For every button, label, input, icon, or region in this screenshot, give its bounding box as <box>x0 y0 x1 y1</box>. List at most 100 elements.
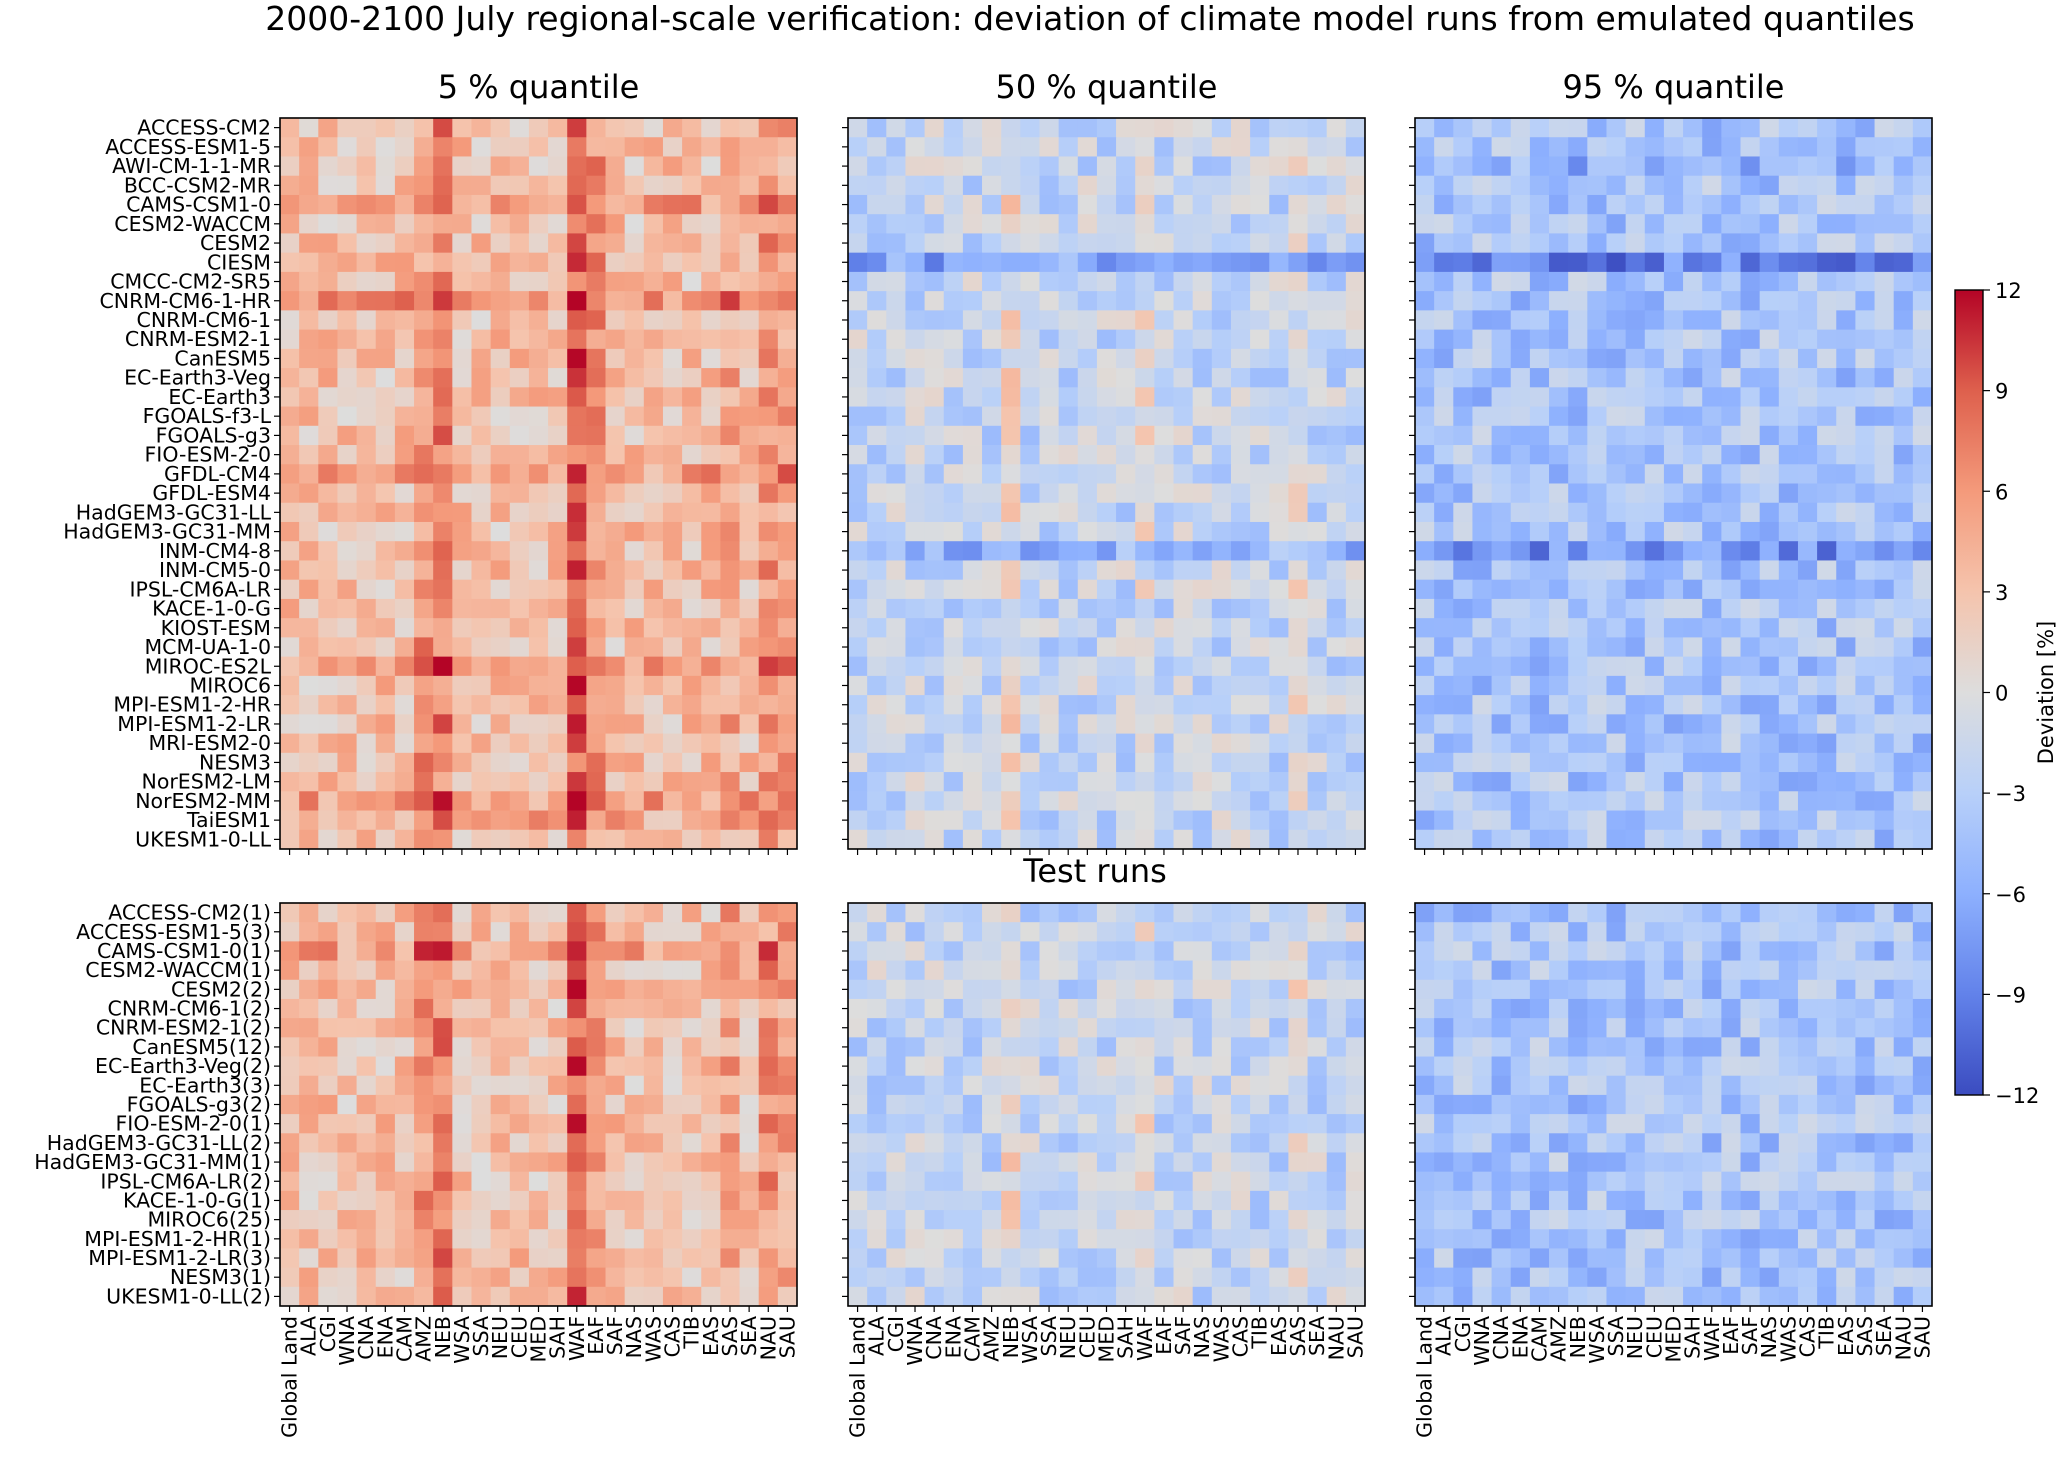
heatmap-cell <box>1721 291 1741 311</box>
heatmap-cell <box>1740 1018 1761 1038</box>
heatmap-cell <box>1288 1018 1308 1038</box>
heatmap-cell <box>982 675 1002 696</box>
heatmap-cell <box>356 1056 377 1077</box>
heatmap-cell <box>1683 1114 1703 1134</box>
heatmap-cell <box>1797 772 1818 792</box>
heatmap-cell <box>1192 903 1213 923</box>
heatmap-cell <box>1683 1075 1703 1096</box>
column-label: AMZ <box>412 1316 436 1362</box>
heatmap-cell <box>943 714 964 734</box>
heatmap-cell <box>490 598 511 619</box>
heatmap-cell <box>509 252 530 273</box>
heatmap-cell <box>1568 214 1588 234</box>
heatmap-cell <box>414 1229 434 1249</box>
heatmap-cell <box>1491 998 1512 1019</box>
heatmap-cell <box>1893 752 1914 773</box>
heatmap-cell <box>1663 1133 1684 1153</box>
heatmap-cell <box>1269 214 1289 234</box>
heatmap-cell <box>1039 829 1060 850</box>
heatmap-cell <box>682 387 702 407</box>
heatmap-cell <box>1001 829 1021 850</box>
heatmap-cell <box>682 675 702 696</box>
heatmap-cell <box>720 752 740 773</box>
heatmap-cell <box>662 118 683 138</box>
heatmap-cell <box>548 1267 568 1288</box>
heatmap-cell <box>1001 329 1021 350</box>
heatmap-cell <box>1529 521 1550 542</box>
heatmap-cell <box>1211 637 1232 658</box>
heatmap-cell <box>1606 695 1627 715</box>
heatmap-cell <box>682 1267 702 1288</box>
heatmap-cell <box>624 233 645 254</box>
heatmap-cell <box>1568 194 1588 215</box>
column-label: EAS <box>699 1316 723 1356</box>
heatmap-cell <box>962 329 983 350</box>
heatmap-cell <box>1855 329 1875 350</box>
heatmap-cell <box>1001 733 1021 754</box>
heatmap-cell <box>1568 637 1588 658</box>
heatmap-cell <box>1817 291 1837 311</box>
heatmap-cell <box>1778 829 1799 850</box>
heatmap-cell <box>490 1094 511 1115</box>
column-label: SAF <box>603 1316 627 1355</box>
heatmap-cell <box>356 233 377 254</box>
heatmap-cell <box>1345 118 1366 138</box>
heatmap-cell <box>528 675 549 696</box>
heatmap-cell <box>452 233 472 254</box>
heatmap-cell <box>337 714 357 734</box>
heatmap-cell <box>867 1133 887 1153</box>
heatmap-cell <box>1491 483 1512 504</box>
heatmap-cell <box>739 772 760 792</box>
heatmap-cell <box>1453 118 1473 138</box>
heatmap-cell <box>1154 941 1174 961</box>
heatmap-cell <box>624 348 645 369</box>
heatmap-cell <box>337 1286 357 1307</box>
heatmap-cell <box>1058 675 1079 696</box>
heatmap-cell <box>1702 772 1722 792</box>
heatmap-cell <box>1778 1075 1799 1096</box>
heatmap-cell <box>1855 791 1875 811</box>
heatmap-cell <box>1154 291 1174 311</box>
heatmap-cell <box>848 445 868 465</box>
heatmap-cell <box>1491 329 1512 350</box>
heatmap-cell <box>1663 118 1684 138</box>
heatmap-cell <box>1893 1094 1914 1115</box>
heatmap-cell <box>1096 941 1117 961</box>
heatmap-cell <box>1415 695 1435 715</box>
heatmap-cell <box>1529 291 1550 311</box>
heatmap-cell <box>1759 695 1780 715</box>
heatmap-cell <box>1453 483 1473 504</box>
heatmap-cell <box>739 1133 760 1153</box>
heatmap-cell <box>299 464 319 484</box>
heatmap-cell <box>1058 1267 1079 1288</box>
heatmap-cell <box>624 810 645 831</box>
heatmap-cell <box>356 1248 377 1269</box>
heatmap-cell <box>1817 1075 1837 1096</box>
heatmap-cell <box>924 1248 945 1269</box>
heatmap-cell <box>1721 922 1741 942</box>
heatmap-cell <box>1345 310 1366 331</box>
heatmap-cell <box>682 1190 702 1211</box>
heatmap-cell <box>605 1018 626 1038</box>
heatmap-cell <box>567 329 587 350</box>
heatmap-cell <box>1855 156 1875 177</box>
heatmap-cell <box>1663 960 1684 981</box>
heatmap-cell <box>848 464 868 484</box>
heatmap-cell <box>299 445 319 465</box>
heatmap-cell <box>1625 829 1646 850</box>
heatmap-cell <box>886 1018 906 1038</box>
heatmap-cell <box>1529 752 1550 773</box>
heatmap-cell <box>1230 656 1251 677</box>
heatmap-cell <box>605 252 626 273</box>
heatmap-cell <box>299 903 319 923</box>
heatmap-cell <box>1096 387 1117 407</box>
heatmap-cell <box>848 252 868 273</box>
heatmap-cell <box>905 903 925 923</box>
heatmap-cell <box>1683 310 1703 331</box>
heatmap-cell <box>1778 348 1799 369</box>
heatmap-cell <box>1192 1056 1213 1077</box>
heatmap-cell <box>662 387 683 407</box>
heatmap-cell <box>318 1190 338 1211</box>
heatmap-cell <box>1154 579 1174 600</box>
heatmap-cell <box>1510 541 1531 561</box>
